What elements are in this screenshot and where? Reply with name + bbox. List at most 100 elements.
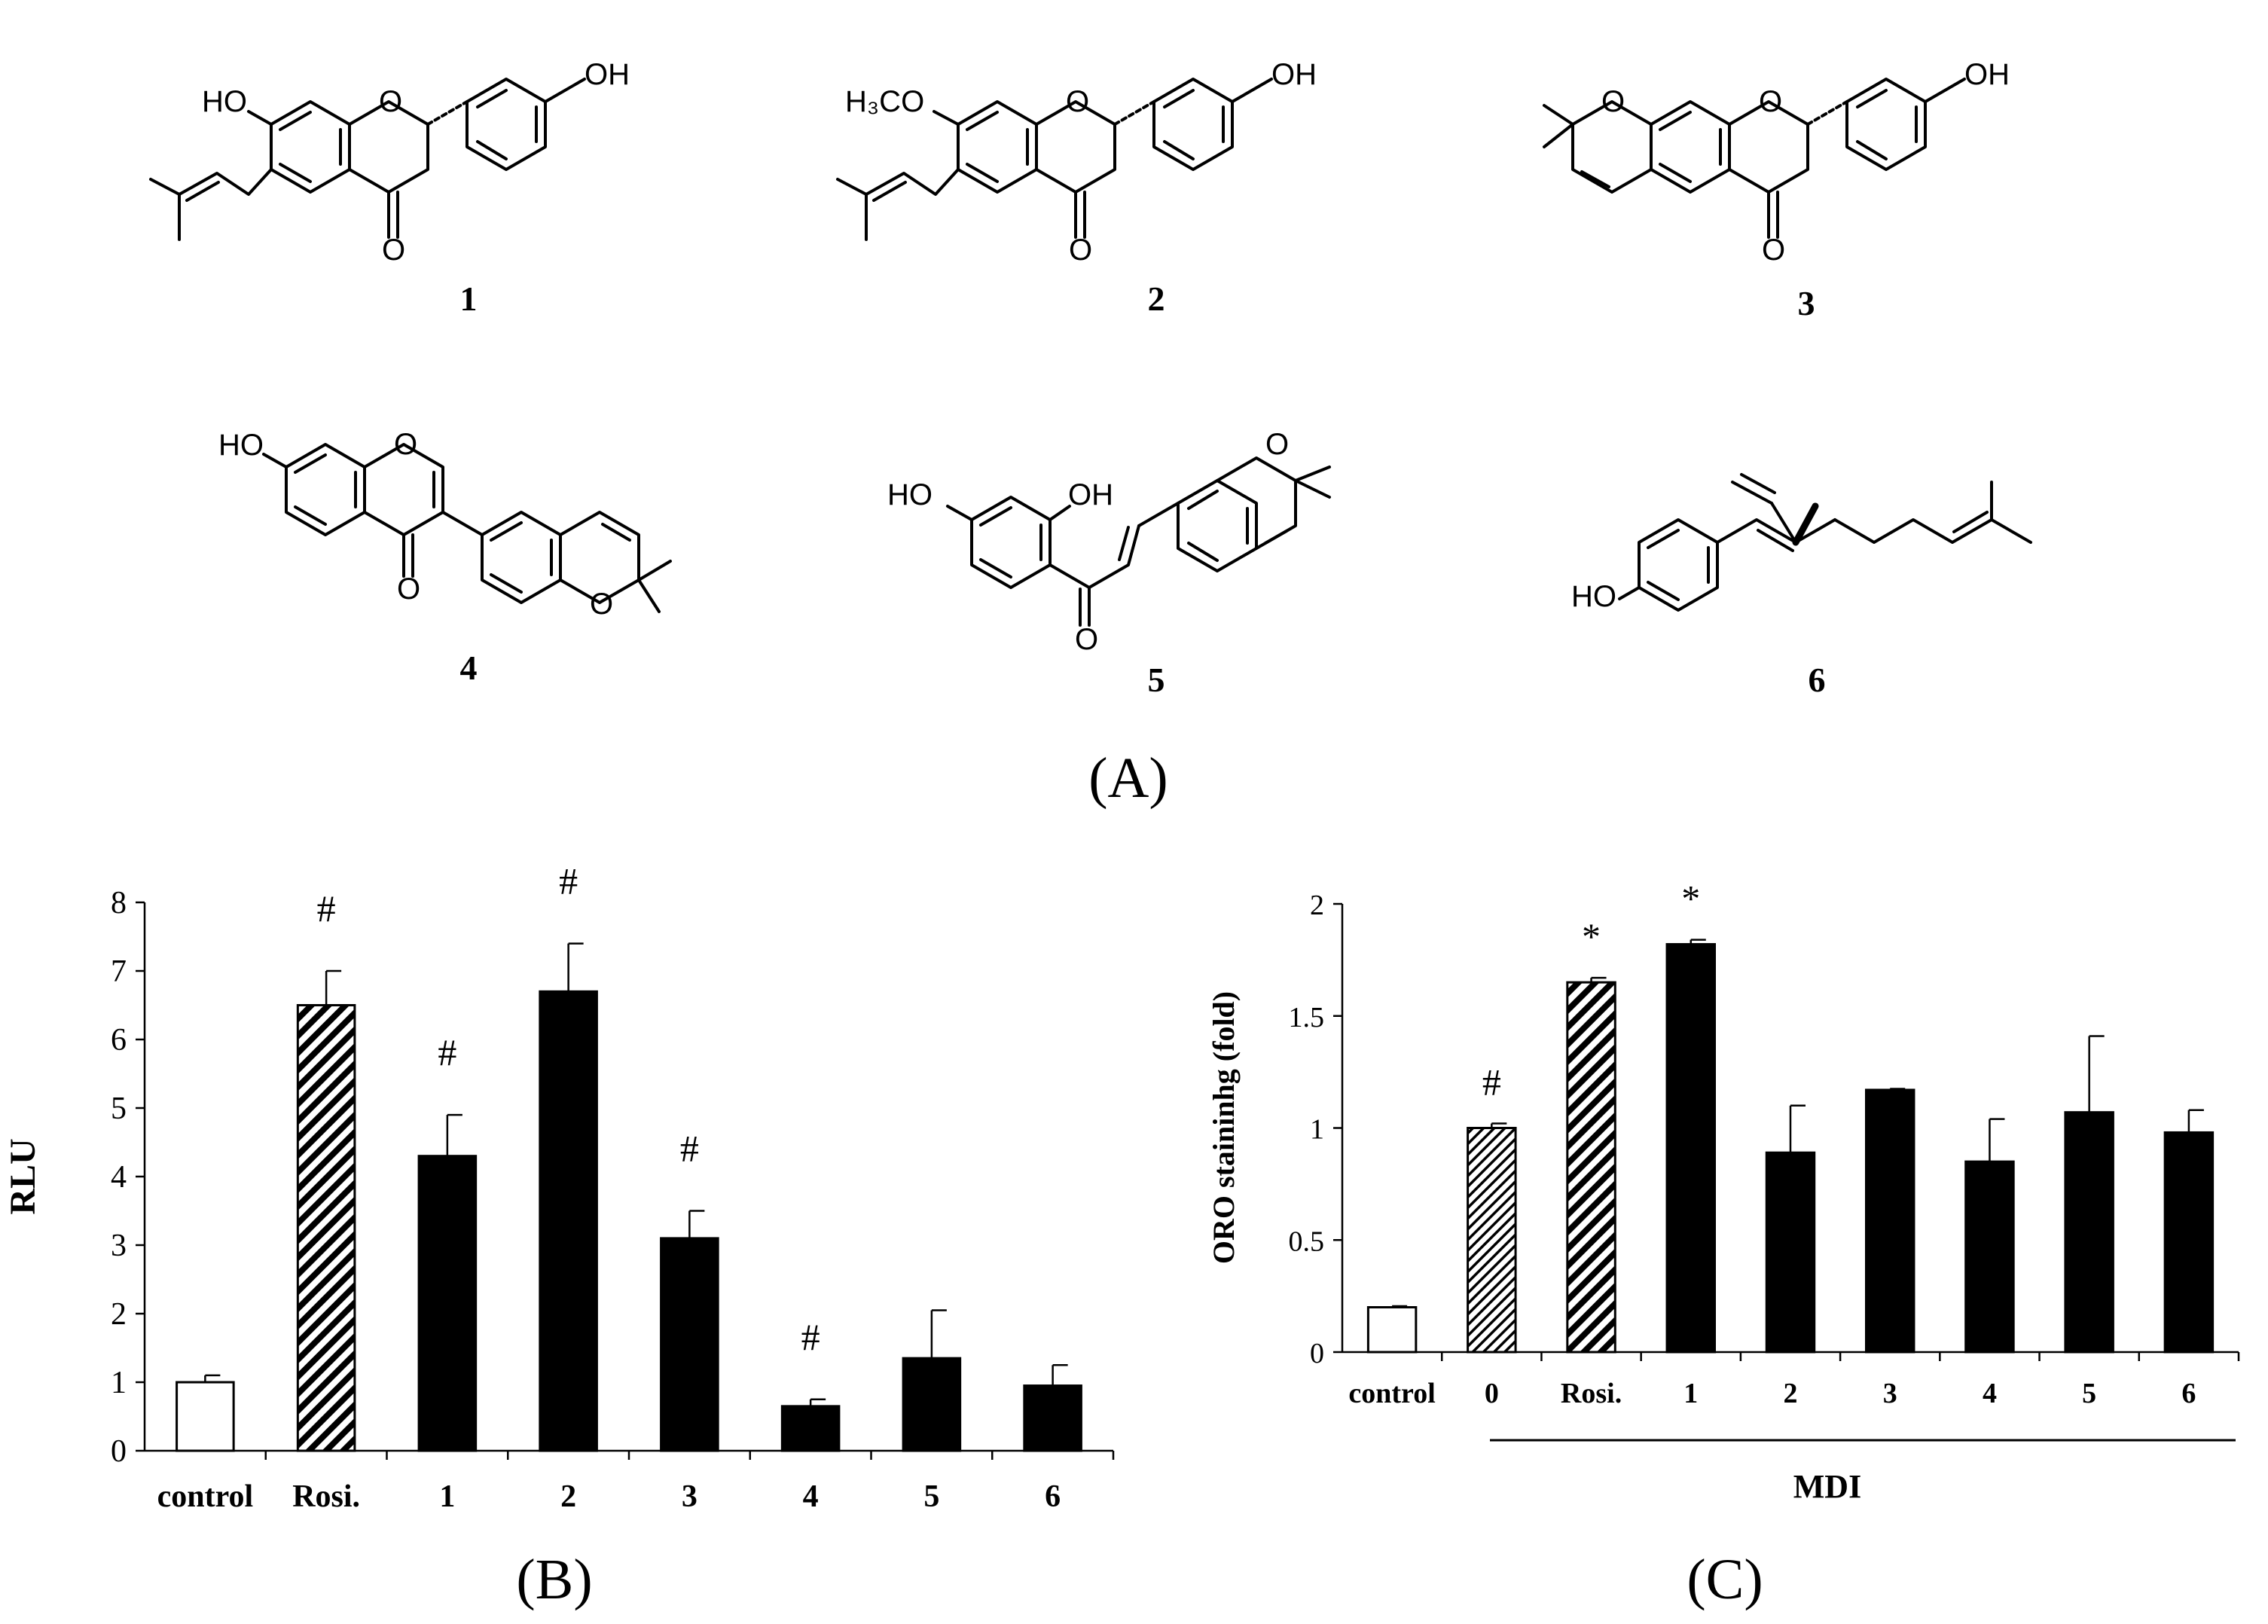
c-bar [2064, 1111, 2114, 1354]
b-category-label: 6 [1045, 1479, 1061, 1514]
c3-ring-oxygen: O [1759, 85, 1782, 118]
panel-c-label: (C) [1687, 1548, 1763, 1611]
b-significance-mark: # [801, 1316, 820, 1358]
compound-label-5: 5 [1148, 661, 1165, 699]
c4-hydroxyl: HO [218, 429, 264, 462]
b-category-label: 3 [682, 1479, 697, 1514]
c5-hydroxyl-left: HO [887, 478, 933, 511]
c-category-label: 5 [2082, 1378, 2096, 1409]
c-significance-mark: * [1681, 878, 1700, 920]
c-bar [1566, 981, 1616, 1354]
b-bar [780, 1405, 841, 1452]
panel-b-label: (B) [516, 1548, 592, 1611]
compound-3-structure [1543, 78, 1966, 239]
b-y-tick-label: 5 [111, 1091, 127, 1126]
b-x-ticks: control Rosi. 1 2 3 4 5 6 [157, 1451, 1115, 1514]
c1-hydroxyl-top: OH [585, 58, 630, 91]
c-x-ticks: control 0 Rosi. 1 2 3 4 5 6 [1348, 1352, 2240, 1409]
b-significance-mark: # [317, 887, 336, 930]
c-bar [1765, 1151, 1816, 1354]
c1-ring-oxygen: O [379, 85, 402, 118]
c-bar [1964, 1160, 2015, 1354]
c-y-tick-label: 0 [1310, 1338, 1324, 1369]
c-category-label: 4 [1983, 1378, 1997, 1409]
c-y-axis-label: ORO staininhg (fold) [1207, 991, 1241, 1264]
panel-a-structures: HO OH O O H₃CO OH O O [149, 58, 2032, 810]
c-bar [2163, 1131, 2215, 1354]
b-bar [539, 990, 598, 1452]
c-category-label: 0 [1485, 1378, 1499, 1409]
c3-carbonyl-oxygen: O [1762, 234, 1785, 267]
b-bar [296, 1004, 356, 1452]
c-significance-mark: * [1582, 915, 1601, 957]
c-y-tick-label: 0.5 [1289, 1226, 1325, 1257]
c4-carbonyl-oxygen: O [397, 572, 420, 606]
c-bar [1665, 943, 1717, 1354]
b-category-label: Rosi. [292, 1479, 360, 1514]
b-y-tick-label: 6 [111, 1023, 127, 1058]
b-bar [176, 1381, 235, 1452]
c-bar [1366, 1306, 1418, 1354]
c-category-label: 2 [1784, 1378, 1798, 1409]
b-bar [417, 1155, 478, 1452]
c-x-axis-label: MDI [1793, 1468, 1861, 1505]
c2-carbonyl-oxygen: O [1069, 234, 1092, 267]
b-y-tick-label: 7 [111, 954, 127, 989]
compound-5-structure [946, 456, 1331, 627]
compound-label-4: 4 [460, 649, 478, 687]
b-y-tick-label: 0 [111, 1434, 127, 1469]
c3-pyran-oxygen: O [1601, 85, 1625, 118]
b-category-label: 4 [803, 1479, 819, 1514]
c-bar [1467, 1127, 1517, 1354]
b-y-tick-label: 4 [111, 1160, 127, 1195]
c-y-ticks: 0 0.5 1 1.5 2 [1289, 890, 1342, 1369]
c-category-label: 6 [2181, 1378, 2196, 1409]
b-y-ticks: 0 1 2 3 4 5 6 7 8 [111, 886, 145, 1469]
b-y-axis-label: RLU [3, 1138, 43, 1214]
b-significance-mark: # [559, 860, 578, 902]
c-significance-mark: # [1482, 1061, 1501, 1104]
b-category-label: 1 [439, 1479, 455, 1514]
b-category-label: 2 [560, 1479, 576, 1514]
b-category-label: control [157, 1479, 254, 1514]
b-significance-mark: # [438, 1031, 456, 1073]
c-category-label: 3 [1883, 1378, 1897, 1409]
c-bars: # * * [1366, 878, 2215, 1354]
b-bars: # # # # # [176, 860, 1082, 1452]
c-category-label: control [1348, 1378, 1435, 1409]
c-category-label: 1 [1683, 1378, 1698, 1409]
b-y-tick-label: 8 [111, 886, 127, 920]
b-significance-mark: # [680, 1128, 699, 1170]
compound-label-2: 2 [1148, 279, 1165, 318]
c2-hydroxyl-top: OH [1271, 58, 1317, 91]
c6-hydroxyl: HO [1571, 580, 1616, 613]
compound-4-structure [262, 443, 672, 613]
b-category-label: 5 [923, 1479, 939, 1514]
c4-ring-oxygen: O [394, 428, 417, 461]
c5-chromene-oxygen: O [1265, 428, 1289, 461]
b-bar [1023, 1384, 1082, 1452]
compound-label-3: 3 [1798, 284, 1815, 322]
b-bar [660, 1237, 719, 1452]
c-y-tick-label: 1.5 [1289, 1002, 1325, 1033]
c2-ring-oxygen: O [1066, 85, 1089, 118]
c3-hydroxyl-top: OH [1964, 58, 2010, 91]
compound-label-6: 6 [1809, 661, 1826, 699]
compound-1-structure [149, 78, 586, 241]
c-category-label: Rosi. [1561, 1378, 1622, 1409]
c4-chromene-oxygen: O [590, 588, 613, 621]
compound-2-structure [836, 78, 1273, 241]
b-bar [902, 1357, 962, 1452]
b-y-tick-label: 2 [111, 1297, 127, 1332]
chart-b: 0 1 2 3 4 5 6 7 8 control Rosi. 1 2 3 4 5 6 # # # # # RLU (… [3, 860, 1115, 1611]
b-y-tick-label: 1 [111, 1366, 127, 1400]
c-bar [1864, 1088, 1915, 1354]
c5-carbonyl-oxygen: O [1075, 623, 1098, 656]
b-y-tick-label: 3 [111, 1229, 127, 1263]
chart-c: 0 0.5 1 1.5 2 control 0 Rosi. 1 2 3 4 5 6 # * * MDI OR… [1207, 878, 2240, 1611]
c2-methoxy: H₃CO [845, 85, 924, 118]
c1-hydroxyl-left: HO [202, 85, 247, 118]
panel-a-label: (A) [1088, 746, 1168, 810]
c-y-tick-label: 1 [1310, 1114, 1324, 1146]
